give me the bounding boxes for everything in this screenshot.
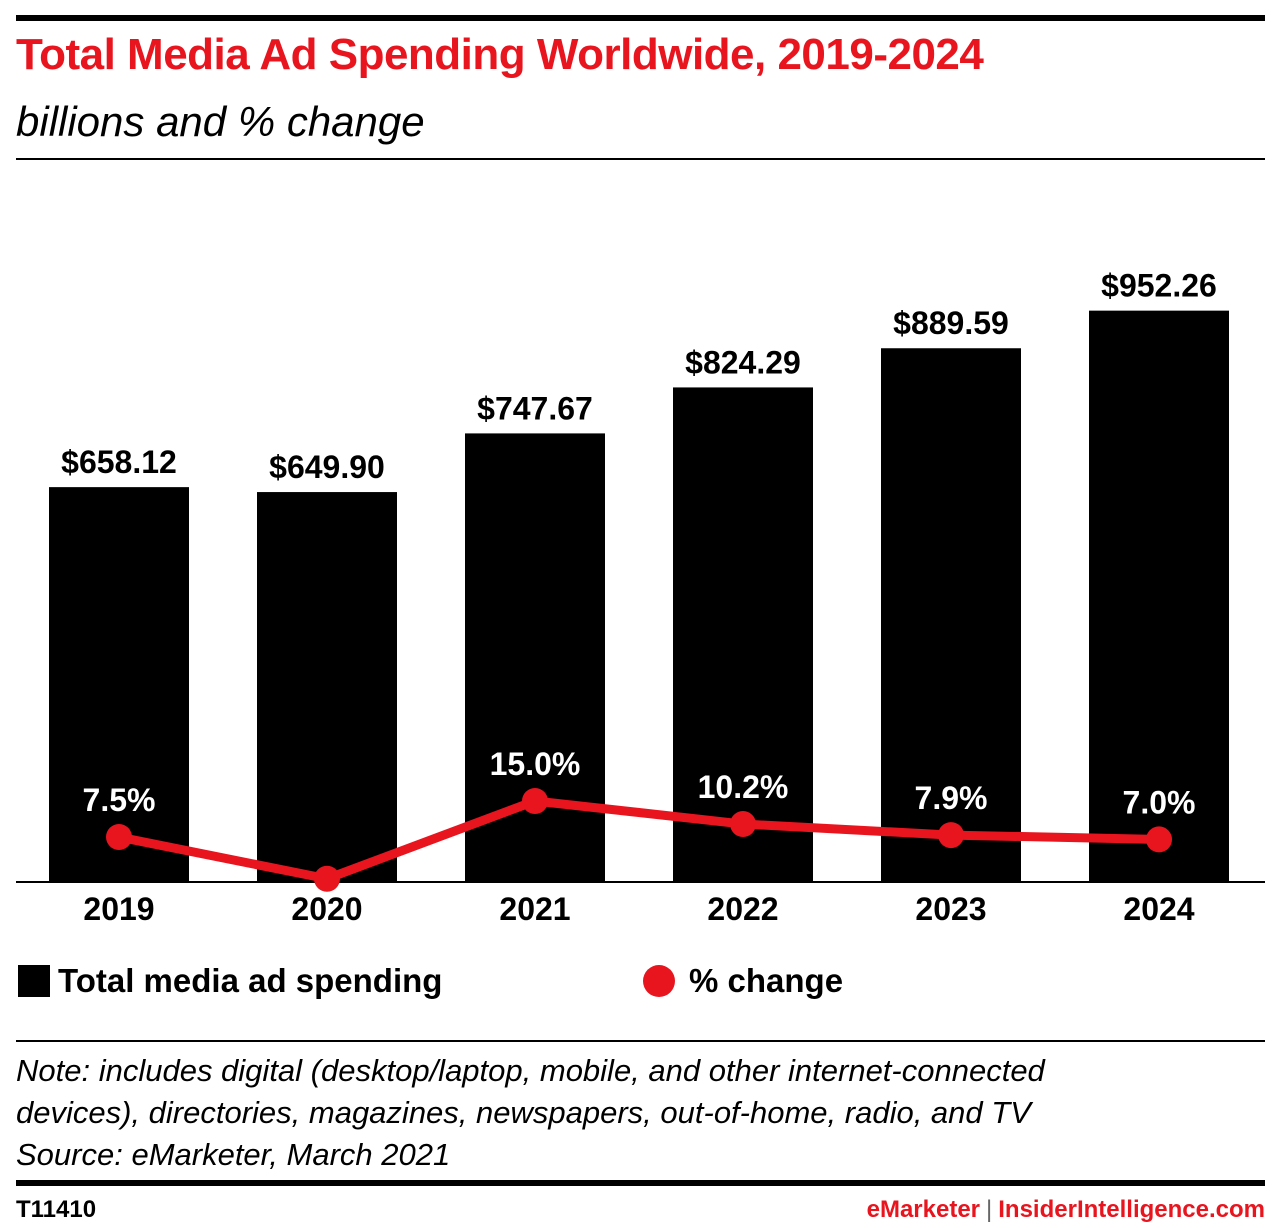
footer-brand: eMarketer | InsiderIntelligence.com xyxy=(867,1196,1265,1224)
pct-label-2023: 7.9% xyxy=(915,780,988,816)
pct-change-line xyxy=(118,796,1160,884)
pct-label-2022: 10.2% xyxy=(698,769,789,805)
bar-2022 xyxy=(673,387,813,882)
bar-value-label-2019: $658.12 xyxy=(61,444,177,480)
bar-value-label-2022: $824.29 xyxy=(685,344,801,380)
bottom-rule xyxy=(16,1180,1265,1186)
legend-dot-swatch xyxy=(643,965,675,997)
category-label-2022: 2022 xyxy=(707,891,778,927)
pct-point-2023 xyxy=(938,822,964,849)
category-label-2021: 2021 xyxy=(499,891,570,927)
pct-point-2019 xyxy=(106,824,132,850)
legend-line-label: % change xyxy=(689,962,844,999)
legend-item-bar: Total media ad spending xyxy=(18,962,442,1000)
chart-subtitle: billions and % change xyxy=(16,98,425,145)
brand-separator: | xyxy=(986,1196,993,1223)
note-rule xyxy=(16,1040,1265,1042)
source-line: Source: eMarketer, March 2021 xyxy=(16,1137,451,1172)
chart-note: Note: includes digital (desktop/laptop, … xyxy=(16,1050,1045,1176)
pct-point-2024 xyxy=(1146,826,1172,853)
legend-bar-swatch xyxy=(18,965,50,997)
legend-bar-label: Total media ad spending xyxy=(58,962,443,999)
category-label-2024: 2024 xyxy=(1123,891,1194,927)
bar-value-label-2024: $952.26 xyxy=(1101,268,1217,304)
note-line-1: Note: includes digital (desktop/laptop, … xyxy=(16,1053,1045,1088)
bar-2019 xyxy=(49,487,189,882)
bar-value-label-2023: $889.59 xyxy=(893,305,1009,341)
pct-label-2019: 7.5% xyxy=(83,782,156,818)
category-label-2023: 2023 xyxy=(915,891,986,927)
pct-point-2022 xyxy=(730,811,756,838)
brand-emarketer: eMarketer xyxy=(866,1196,981,1223)
bar-2023 xyxy=(881,348,1021,883)
category-label-2020: 2020 xyxy=(291,891,362,927)
bar-2024 xyxy=(1089,310,1229,882)
top-rule xyxy=(16,15,1265,21)
combo-chart: $658.12 2019 $649.90 2020 $747.67 2021 $824.29… xyxy=(16,268,1265,927)
legend-item-line: % change xyxy=(643,962,843,1000)
bar-value-label-2021: $747.67 xyxy=(477,390,593,426)
subtitle-rule xyxy=(16,158,1265,160)
brand-insider-intelligence: InsiderIntelligence.com xyxy=(998,1196,1265,1223)
pct-label-2024: 7.0% xyxy=(1123,784,1196,820)
legend: Total media ad spending % change xyxy=(0,962,1280,1006)
pct-point-2021 xyxy=(522,788,548,814)
pct-label-2021: 15.0% xyxy=(490,746,581,782)
note-line-2: devices), directories, magazines, newspa… xyxy=(16,1095,1031,1130)
category-label-2019: 2019 xyxy=(83,891,154,927)
pct-point-2020 xyxy=(314,865,340,892)
chart-id: T11410 xyxy=(16,1196,97,1223)
chart-title: Total Media Ad Spending Worldwide, 2019-… xyxy=(16,30,984,79)
bar-2020 xyxy=(257,492,397,882)
bar-value-label-2020: $649.90 xyxy=(269,449,385,485)
pct-label-2020: -1.2% xyxy=(285,824,369,860)
